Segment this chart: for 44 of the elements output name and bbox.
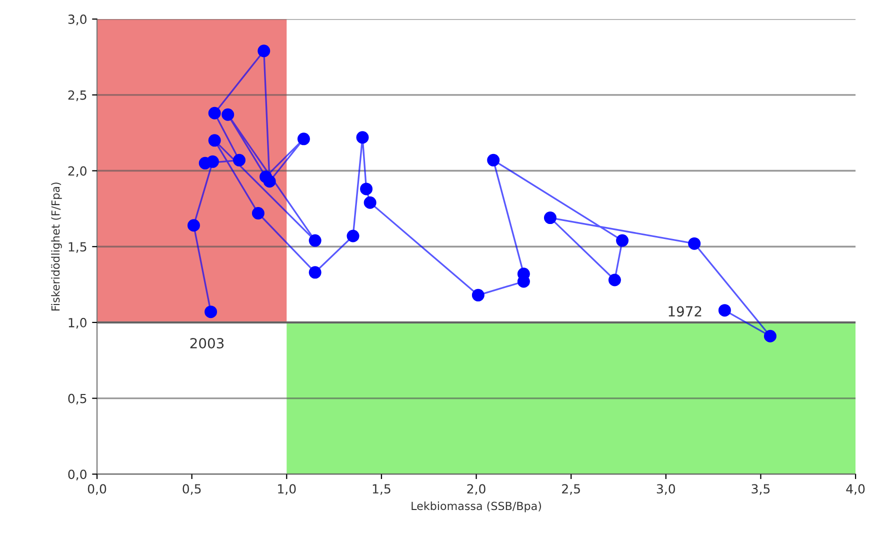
point — [232, 154, 246, 166]
point — [356, 131, 369, 144]
point — [346, 230, 360, 242]
point — [364, 196, 376, 209]
y-tick-label: 1,5 — [68, 242, 86, 253]
point — [258, 44, 270, 58]
point — [616, 234, 629, 247]
y-tick-label: 2,5 — [68, 90, 86, 102]
point — [688, 237, 701, 250]
point — [472, 288, 484, 302]
point — [263, 175, 276, 188]
point — [608, 274, 621, 286]
point — [308, 266, 322, 279]
y-tick-label: 0,0 — [68, 470, 86, 480]
point — [764, 330, 776, 342]
point — [252, 206, 264, 220]
point — [187, 219, 200, 232]
point — [204, 306, 218, 318]
y-tick-label: 0,5 — [68, 394, 86, 405]
annotation: 1972 — [668, 306, 702, 317]
x-axis-title: Lekbiomassa (SSB/Bpa) — [412, 502, 542, 512]
point — [718, 304, 731, 317]
y-tick-label: 3,0 — [68, 14, 86, 26]
x-tick-label: 1,0 — [278, 484, 296, 495]
annotation: 2003 — [190, 338, 224, 348]
y-axis-title: Fiskeridödlighet (F/Fpa) — [51, 182, 62, 310]
x-tick-label: 0,5 — [182, 484, 201, 495]
point — [208, 106, 221, 120]
point — [360, 182, 373, 196]
x-tick-label: 4,0 — [846, 484, 865, 495]
x-tick-label: 3,0 — [656, 484, 676, 495]
point — [487, 154, 500, 166]
y-tick-label: 1,0 — [68, 318, 86, 329]
y-tick-label: 2,0 — [68, 166, 86, 177]
point — [544, 212, 556, 224]
x-tick-label: 3,5 — [752, 484, 770, 495]
point — [308, 234, 322, 247]
x-tick-label: 2,0 — [467, 484, 486, 495]
point — [208, 134, 221, 147]
point — [297, 132, 310, 146]
x-tick-label: 2,5 — [562, 484, 580, 495]
x-tick-label: 0,0 — [88, 484, 106, 495]
x-tick-label: 1,5 — [372, 484, 390, 495]
point — [222, 108, 234, 121]
